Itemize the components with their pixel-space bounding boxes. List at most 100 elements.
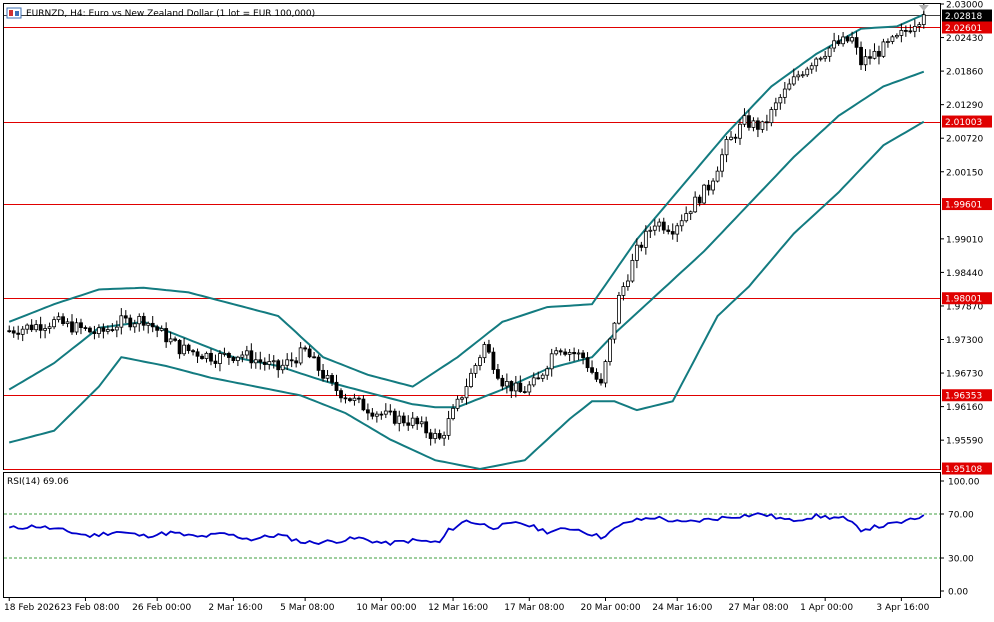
candle bbox=[850, 31, 854, 44]
candle-body bbox=[558, 350, 563, 353]
candle bbox=[715, 166, 720, 183]
candle bbox=[25, 323, 30, 334]
candle-body bbox=[105, 329, 110, 332]
candle bbox=[491, 347, 496, 374]
candle bbox=[711, 178, 715, 195]
candle-body bbox=[155, 326, 160, 331]
price-panel[interactable] bbox=[3, 3, 941, 470]
time-tick-label: 18 Feb 2026 bbox=[4, 603, 60, 613]
candle-body bbox=[195, 351, 200, 357]
candle-body bbox=[114, 326, 119, 331]
candle-body bbox=[487, 344, 491, 353]
candle-body bbox=[621, 286, 626, 296]
candle bbox=[370, 408, 375, 420]
candle-body bbox=[110, 329, 115, 331]
candle-body bbox=[159, 328, 164, 331]
candle bbox=[334, 374, 339, 396]
candle-body bbox=[760, 121, 765, 130]
candle-body bbox=[634, 244, 639, 261]
candle bbox=[38, 316, 43, 339]
candle-body bbox=[276, 360, 281, 371]
candle-body bbox=[478, 357, 482, 366]
candle-body bbox=[643, 230, 648, 248]
candle bbox=[155, 324, 160, 338]
candle bbox=[451, 404, 455, 421]
candle-body bbox=[150, 322, 155, 328]
candle bbox=[105, 325, 110, 335]
candle-body bbox=[482, 344, 487, 359]
candle-body bbox=[325, 375, 330, 379]
candle-body bbox=[446, 418, 451, 436]
horizontal-levels-layer bbox=[4, 15, 940, 470]
candle bbox=[141, 312, 146, 331]
candle-body bbox=[868, 56, 872, 59]
candle bbox=[235, 355, 240, 367]
candle-body bbox=[101, 327, 106, 332]
time-tick-label: 17 Mar 08:00 bbox=[504, 603, 564, 613]
candle-body bbox=[549, 353, 554, 370]
candle-body bbox=[863, 56, 868, 66]
candle bbox=[240, 351, 245, 363]
candle bbox=[576, 349, 581, 361]
candle bbox=[424, 416, 429, 439]
candle-body bbox=[146, 322, 151, 326]
candle bbox=[500, 374, 505, 391]
candle-body bbox=[343, 397, 348, 400]
candle bbox=[742, 108, 747, 128]
candle-body bbox=[805, 68, 810, 76]
candle-body bbox=[25, 324, 30, 330]
level-price-label: 2.02601 bbox=[945, 24, 982, 34]
candle bbox=[164, 322, 169, 348]
candle-body bbox=[61, 316, 65, 324]
candle bbox=[437, 429, 442, 440]
candle-body bbox=[756, 120, 760, 130]
candle-body bbox=[231, 357, 236, 362]
time-tick-label: 26 Feb 00:00 bbox=[132, 603, 191, 613]
candle-body bbox=[65, 321, 70, 324]
candle bbox=[729, 131, 733, 141]
candle-body bbox=[204, 352, 209, 359]
candle-body bbox=[832, 40, 837, 49]
candle-body bbox=[83, 327, 88, 329]
rsi-panel[interactable] bbox=[3, 472, 941, 598]
candle bbox=[751, 117, 756, 132]
candle-body bbox=[504, 381, 509, 387]
candle bbox=[688, 210, 693, 221]
candle bbox=[706, 179, 711, 196]
candle bbox=[11, 326, 16, 338]
candle-body bbox=[168, 338, 173, 343]
candle bbox=[374, 411, 379, 423]
price-tick-label: 2.00150 bbox=[946, 168, 983, 178]
candle-body bbox=[639, 244, 644, 248]
candle bbox=[253, 352, 258, 369]
candle-body bbox=[764, 121, 769, 124]
candle-body bbox=[132, 323, 137, 328]
candle-body bbox=[235, 356, 240, 362]
level-price-label: 2.01003 bbox=[945, 118, 982, 128]
candle bbox=[200, 353, 204, 360]
current-price-tag bbox=[942, 9, 992, 22]
candle-body bbox=[823, 55, 828, 59]
candle bbox=[666, 225, 671, 235]
candle bbox=[859, 41, 863, 70]
candle bbox=[782, 81, 787, 104]
candle-body bbox=[603, 361, 608, 384]
candle bbox=[231, 355, 236, 364]
candle-body bbox=[729, 136, 733, 140]
candle-body bbox=[11, 330, 16, 334]
candle-body bbox=[531, 377, 536, 386]
candle bbox=[383, 403, 388, 419]
candle-body bbox=[738, 123, 742, 139]
candle-body bbox=[424, 421, 429, 434]
candle-body bbox=[213, 360, 218, 364]
candle bbox=[177, 339, 182, 359]
candle bbox=[630, 253, 635, 283]
candle bbox=[527, 381, 532, 396]
candle-body bbox=[253, 359, 258, 364]
candle bbox=[572, 347, 577, 362]
bars-chart-icon[interactable] bbox=[6, 7, 22, 19]
candle-body bbox=[321, 369, 325, 379]
candle-body bbox=[289, 359, 294, 362]
